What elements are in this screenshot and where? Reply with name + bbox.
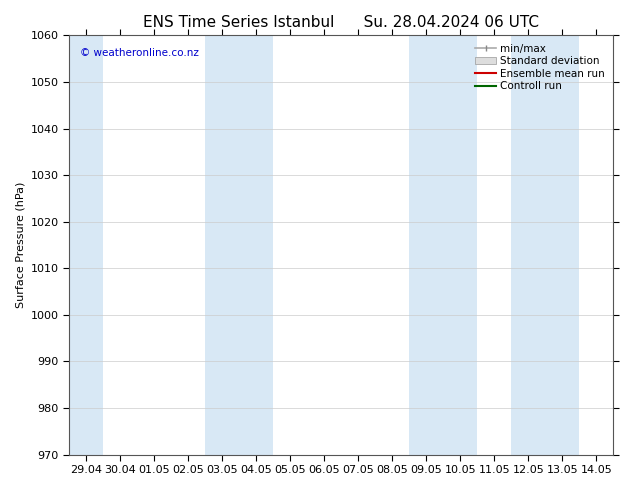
Bar <box>410 35 477 455</box>
Title: ENS Time Series Istanbul      Su. 28.04.2024 06 UTC: ENS Time Series Istanbul Su. 28.04.2024 … <box>143 15 540 30</box>
Text: © weatheronline.co.nz: © weatheronline.co.nz <box>80 48 199 58</box>
Y-axis label: Surface Pressure (hPa): Surface Pressure (hPa) <box>15 182 25 308</box>
Bar <box>205 35 273 455</box>
Legend: min/max, Standard deviation, Ensemble mean run, Controll run: min/max, Standard deviation, Ensemble me… <box>472 41 608 95</box>
Bar <box>512 35 579 455</box>
Bar <box>69 35 103 455</box>
